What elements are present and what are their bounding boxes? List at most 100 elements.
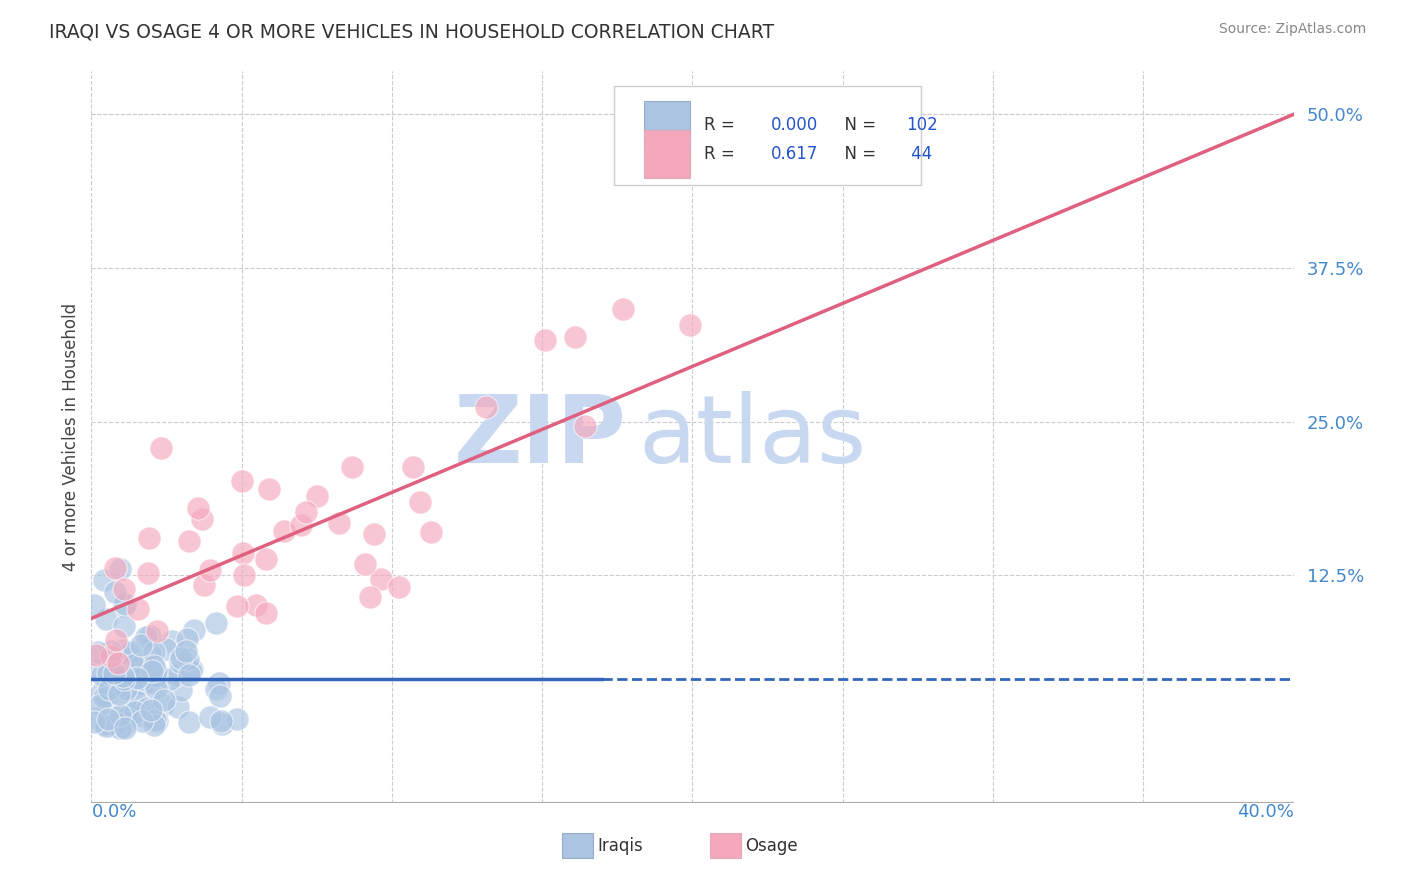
Point — [169, 655, 191, 669]
Point — [111, 719, 134, 733]
Point — [177, 533, 200, 548]
Point — [139, 629, 162, 643]
Point — [363, 527, 385, 541]
Point — [125, 671, 148, 685]
Point — [112, 672, 135, 686]
Point — [475, 400, 498, 414]
Point — [104, 633, 127, 648]
Point — [273, 524, 295, 539]
Point — [534, 333, 557, 347]
Point — [152, 698, 174, 713]
Point — [141, 664, 163, 678]
Point — [108, 562, 131, 576]
Point — [110, 678, 132, 692]
Point — [107, 715, 129, 730]
Point — [138, 532, 160, 546]
Point — [254, 607, 277, 621]
Point — [90, 668, 112, 682]
Point — [328, 516, 350, 531]
Point — [93, 717, 115, 731]
Point — [86, 662, 108, 676]
Point — [231, 474, 253, 488]
Point — [100, 666, 122, 681]
Point — [409, 495, 432, 509]
Point — [112, 618, 135, 632]
Point — [100, 714, 122, 728]
Point — [142, 658, 165, 673]
Point — [193, 578, 215, 592]
Point — [205, 616, 228, 631]
Point — [112, 643, 135, 657]
Point — [401, 460, 423, 475]
Point — [87, 645, 110, 659]
Point — [165, 668, 187, 682]
Point — [143, 676, 166, 690]
Point — [135, 630, 157, 644]
Point — [131, 638, 153, 652]
Point — [354, 557, 377, 571]
Point — [177, 668, 200, 682]
Point — [225, 712, 247, 726]
Point — [96, 690, 118, 705]
Point — [138, 647, 160, 661]
Point — [226, 599, 249, 613]
Point — [100, 658, 122, 673]
Point — [127, 602, 149, 616]
Point — [176, 632, 198, 647]
Point — [121, 658, 143, 673]
Point — [257, 482, 280, 496]
Point — [143, 645, 166, 659]
Point — [340, 459, 363, 474]
Point — [388, 581, 411, 595]
Point — [90, 686, 112, 700]
Point — [183, 623, 205, 637]
Text: 0.0%: 0.0% — [91, 803, 136, 821]
Point — [83, 598, 105, 612]
Point — [679, 318, 702, 332]
Point — [143, 718, 166, 732]
Point — [153, 693, 176, 707]
FancyBboxPatch shape — [644, 130, 690, 178]
Point — [97, 712, 120, 726]
Point — [209, 714, 232, 729]
Point — [97, 666, 120, 681]
Point — [100, 674, 122, 689]
Point — [107, 687, 129, 701]
FancyBboxPatch shape — [644, 102, 690, 149]
Point — [245, 598, 267, 612]
Point — [112, 582, 135, 596]
Point — [179, 715, 201, 730]
Point — [103, 666, 125, 681]
Point — [198, 710, 221, 724]
Point — [104, 561, 127, 575]
Point — [96, 718, 118, 732]
Point — [211, 717, 233, 731]
Point — [111, 669, 134, 683]
Point — [93, 690, 115, 704]
Point — [129, 673, 152, 687]
Point — [104, 584, 127, 599]
Text: atlas: atlas — [638, 391, 866, 483]
Point — [124, 705, 146, 719]
Point — [136, 658, 159, 673]
Point — [198, 563, 221, 577]
Point — [612, 302, 634, 317]
Point — [101, 654, 124, 668]
Point — [145, 669, 167, 683]
Point — [564, 330, 586, 344]
Point — [180, 664, 202, 678]
Point — [190, 512, 212, 526]
Point — [160, 633, 183, 648]
Point — [125, 694, 148, 708]
Text: N =: N = — [834, 116, 882, 135]
Point — [84, 711, 107, 725]
Text: N =: N = — [834, 145, 882, 163]
Point — [145, 681, 167, 695]
Point — [370, 572, 392, 586]
Point — [208, 689, 231, 703]
Point — [142, 670, 165, 684]
Point — [94, 612, 117, 626]
Point — [146, 714, 169, 728]
Text: Osage: Osage — [745, 837, 797, 855]
Point — [83, 714, 105, 729]
